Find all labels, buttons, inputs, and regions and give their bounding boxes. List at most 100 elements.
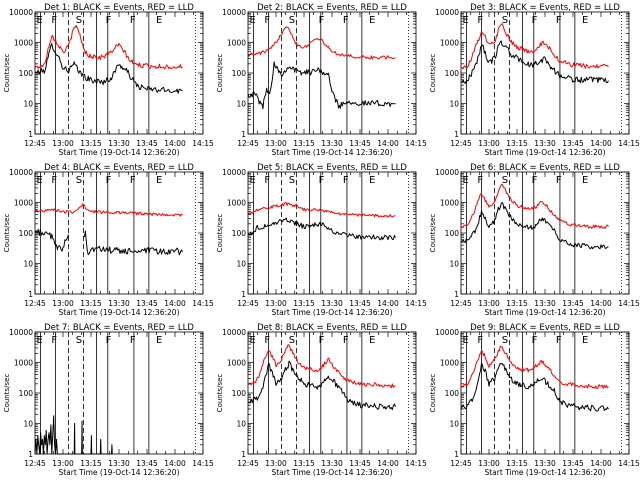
zone-label: F <box>106 175 112 186</box>
y-tick-label: 10 <box>236 100 246 109</box>
zone-label: F <box>106 15 112 26</box>
zone-label: F <box>264 335 270 346</box>
zone-label: S <box>76 15 82 26</box>
x-tick-label: 14:15 <box>405 139 427 148</box>
x-tick-label: 13:45 <box>562 299 584 308</box>
zone-label: F <box>264 15 270 26</box>
y-tick-label: 1 <box>241 130 246 139</box>
zone-label: E <box>156 335 162 346</box>
x-tick-label: 14:00 <box>590 139 612 148</box>
x-tick-label: 13:30 <box>534 299 556 308</box>
y-tick-label: 1000 <box>440 359 459 368</box>
zone-label: F <box>51 15 57 26</box>
x-tick-label: 12:45 <box>237 459 259 468</box>
zone-label: F <box>477 15 483 26</box>
y-axis-label: Counts/sec <box>429 54 437 93</box>
zone-label: E <box>582 335 588 346</box>
x-tick-label: 13:15 <box>80 459 102 468</box>
zone-label: E <box>463 15 469 26</box>
y-tick-label: 100 <box>19 229 34 238</box>
y-tick-label: 100 <box>445 229 460 238</box>
x-tick-label: 13:00 <box>478 299 500 308</box>
y-tick-label: 1 <box>28 290 33 299</box>
y-tick-label: 100 <box>445 69 460 78</box>
x-tick-label: 13:00 <box>265 139 287 148</box>
plot-frame <box>247 331 417 455</box>
y-axis-label: Counts/sec <box>429 374 437 413</box>
series-events-line <box>460 201 609 250</box>
y-tick-label: 10000 <box>435 8 459 17</box>
zone-label: S <box>502 335 508 346</box>
x-tick-label: 13:15 <box>80 299 102 308</box>
x-axis-label: Start Time (19-Oct-14 12:36:20) <box>271 308 392 317</box>
zone-label: F <box>319 15 325 26</box>
y-axis-label: Counts/sec <box>3 214 11 253</box>
x-tick-label: 13:30 <box>321 299 343 308</box>
zone-label: E <box>37 175 43 186</box>
y-tick-label: 10 <box>449 420 459 429</box>
y-tick-label: 10000 <box>222 328 246 337</box>
y-tick-label: 10 <box>236 260 246 269</box>
series-lld-line <box>247 201 396 218</box>
series-lld-line <box>247 26 396 60</box>
y-tick-label: 10000 <box>222 168 246 177</box>
zone-label: S <box>502 15 508 26</box>
panel-title: Det 8: BLACK = Events, RED = LLD <box>257 323 407 333</box>
series-lld-line <box>247 344 396 389</box>
y-tick-label: 10 <box>449 260 459 269</box>
zone-label: F <box>532 175 538 186</box>
x-tick-label: 13:00 <box>265 299 287 308</box>
y-tick-label: 1 <box>454 290 459 299</box>
x-tick-label: 14:15 <box>192 299 214 308</box>
zone-label: E <box>463 175 469 186</box>
zone-label: E <box>582 175 588 186</box>
x-tick-label: 13:00 <box>52 459 74 468</box>
x-tick-label: 14:00 <box>164 139 186 148</box>
plot-frame <box>34 11 204 135</box>
y-tick-label: 1 <box>454 450 459 459</box>
x-tick-label: 13:15 <box>506 299 528 308</box>
y-axis-label: Counts/sec <box>3 54 11 93</box>
x-tick-label: 13:45 <box>136 139 158 148</box>
y-tick-label: 100 <box>19 69 34 78</box>
panel-title: Det 4: BLACK = Events, RED = LLD <box>44 163 194 173</box>
zone-label: F <box>130 175 136 186</box>
x-tick-label: 14:00 <box>590 459 612 468</box>
x-axis-label: Start Time (19-Oct-14 12:36:20) <box>484 308 605 317</box>
x-tick-label: 14:15 <box>618 139 640 148</box>
series-lld-line <box>34 25 183 70</box>
series-events-line <box>247 217 396 241</box>
zone-label: S <box>289 335 295 346</box>
x-tick-label: 14:00 <box>164 299 186 308</box>
zone-label: F <box>264 175 270 186</box>
zone-label: S <box>76 335 82 346</box>
x-tick-label: 13:00 <box>52 139 74 148</box>
zone-label: E <box>369 335 375 346</box>
zone-label: F <box>532 15 538 26</box>
series-events-line <box>247 61 396 110</box>
panel-title: Det 1: BLACK = Events, RED = LLD <box>44 3 194 13</box>
y-axis-label: Counts/sec <box>3 374 11 413</box>
x-tick-label: 13:30 <box>321 139 343 148</box>
x-tick-label: 13:45 <box>349 299 371 308</box>
zone-label: E <box>250 175 256 186</box>
plot-frame <box>460 11 630 135</box>
zone-label: F <box>556 15 562 26</box>
x-axis-label: Start Time (19-Oct-14 12:36:20) <box>271 148 392 157</box>
x-tick-label: 13:30 <box>321 459 343 468</box>
zone-label: F <box>477 175 483 186</box>
x-tick-label: 13:15 <box>293 139 315 148</box>
x-tick-label: 14:00 <box>377 299 399 308</box>
x-tick-label: 13:00 <box>265 459 287 468</box>
x-tick-label: 12:45 <box>450 299 472 308</box>
plot-frame <box>247 171 417 295</box>
zone-label: F <box>319 335 325 346</box>
plot-frame <box>460 171 630 295</box>
panel-title: Det 9: BLACK = Events, RED = LLD <box>470 323 620 333</box>
zone-label: S <box>289 15 295 26</box>
series-events-line <box>34 415 113 455</box>
